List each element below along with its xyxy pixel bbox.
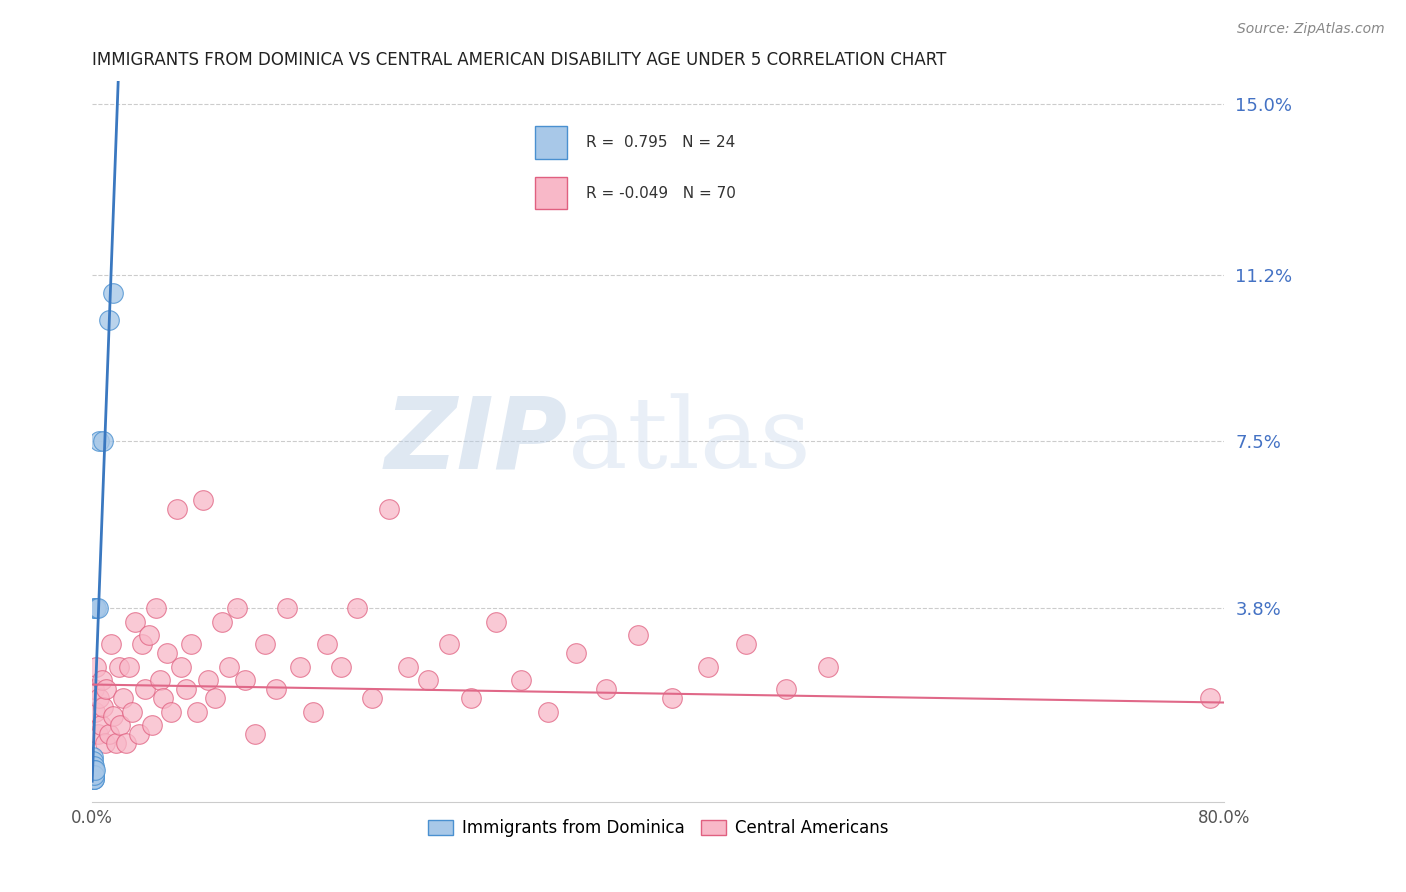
Point bbox=[93, 700, 115, 714]
Point bbox=[134, 681, 156, 696]
Point bbox=[98, 727, 121, 741]
Point bbox=[89, 434, 111, 449]
Point bbox=[82, 772, 104, 786]
Point bbox=[83, 767, 105, 781]
Point bbox=[775, 681, 797, 696]
Point bbox=[110, 718, 132, 732]
Point bbox=[145, 601, 167, 615]
Point bbox=[118, 659, 141, 673]
Point bbox=[90, 718, 112, 732]
Point bbox=[346, 601, 368, 615]
Point bbox=[361, 691, 384, 706]
Point bbox=[156, 646, 179, 660]
Point bbox=[166, 502, 188, 516]
Point bbox=[83, 772, 105, 786]
Point bbox=[484, 615, 506, 629]
Point bbox=[218, 659, 240, 673]
Point bbox=[82, 763, 104, 777]
Point bbox=[121, 705, 143, 719]
Point bbox=[83, 772, 105, 786]
Point bbox=[84, 601, 107, 615]
Text: ZIP: ZIP bbox=[385, 393, 568, 490]
Point bbox=[174, 681, 197, 696]
Point bbox=[627, 628, 650, 642]
Point bbox=[460, 691, 482, 706]
Point bbox=[735, 637, 758, 651]
Point bbox=[84, 705, 107, 719]
Point bbox=[233, 673, 256, 687]
Point bbox=[290, 659, 312, 673]
Point bbox=[141, 718, 163, 732]
Point bbox=[170, 659, 193, 673]
Point bbox=[180, 637, 202, 651]
Point bbox=[83, 758, 105, 772]
Point bbox=[253, 637, 276, 651]
Point bbox=[302, 705, 325, 719]
Point bbox=[138, 628, 160, 642]
Point bbox=[115, 736, 138, 750]
Point bbox=[510, 673, 533, 687]
Point bbox=[131, 637, 153, 651]
Point bbox=[82, 758, 104, 772]
Point bbox=[396, 659, 419, 673]
Point bbox=[82, 767, 104, 781]
Point bbox=[83, 681, 105, 696]
Point bbox=[1199, 691, 1222, 706]
Point bbox=[316, 637, 339, 651]
Point bbox=[89, 691, 111, 706]
Point bbox=[96, 681, 118, 696]
Point bbox=[565, 646, 588, 660]
Point bbox=[225, 601, 247, 615]
Point bbox=[108, 659, 131, 673]
Point bbox=[191, 493, 214, 508]
Point bbox=[82, 749, 104, 764]
Point bbox=[105, 736, 128, 750]
Point bbox=[82, 763, 104, 777]
Point bbox=[98, 313, 121, 327]
Point bbox=[128, 727, 150, 741]
Point bbox=[83, 767, 105, 781]
Point bbox=[595, 681, 617, 696]
Point bbox=[87, 727, 110, 741]
Point bbox=[86, 659, 108, 673]
Point bbox=[87, 601, 110, 615]
Point bbox=[82, 772, 104, 786]
Point bbox=[83, 763, 105, 777]
Point bbox=[204, 691, 226, 706]
Point bbox=[437, 637, 460, 651]
Point bbox=[84, 763, 107, 777]
Point bbox=[817, 659, 839, 673]
Point bbox=[378, 502, 401, 516]
Point bbox=[91, 673, 114, 687]
Point bbox=[276, 601, 298, 615]
Point bbox=[86, 601, 108, 615]
Point bbox=[103, 709, 125, 723]
Point bbox=[103, 285, 125, 300]
Point bbox=[416, 673, 439, 687]
Point bbox=[124, 615, 146, 629]
Point bbox=[83, 601, 105, 615]
Point bbox=[149, 673, 172, 687]
Legend: Immigrants from Dominica, Central Americans: Immigrants from Dominica, Central Americ… bbox=[422, 813, 894, 844]
Text: atlas: atlas bbox=[568, 393, 810, 490]
Point bbox=[330, 659, 353, 673]
Point bbox=[211, 615, 233, 629]
Point bbox=[661, 691, 683, 706]
Point bbox=[82, 754, 104, 768]
Point bbox=[186, 705, 208, 719]
Point bbox=[243, 727, 266, 741]
Point bbox=[82, 767, 104, 781]
Point bbox=[264, 681, 287, 696]
Point bbox=[160, 705, 183, 719]
Point bbox=[112, 691, 135, 706]
Point bbox=[93, 434, 115, 449]
Text: IMMIGRANTS FROM DOMINICA VS CENTRAL AMERICAN DISABILITY AGE UNDER 5 CORRELATION : IMMIGRANTS FROM DOMINICA VS CENTRAL AMER… bbox=[93, 51, 946, 69]
Point bbox=[696, 659, 718, 673]
Point bbox=[152, 691, 174, 706]
Point bbox=[94, 736, 117, 750]
Point bbox=[197, 673, 219, 687]
Point bbox=[100, 637, 122, 651]
Text: Source: ZipAtlas.com: Source: ZipAtlas.com bbox=[1237, 22, 1385, 37]
Point bbox=[537, 705, 560, 719]
